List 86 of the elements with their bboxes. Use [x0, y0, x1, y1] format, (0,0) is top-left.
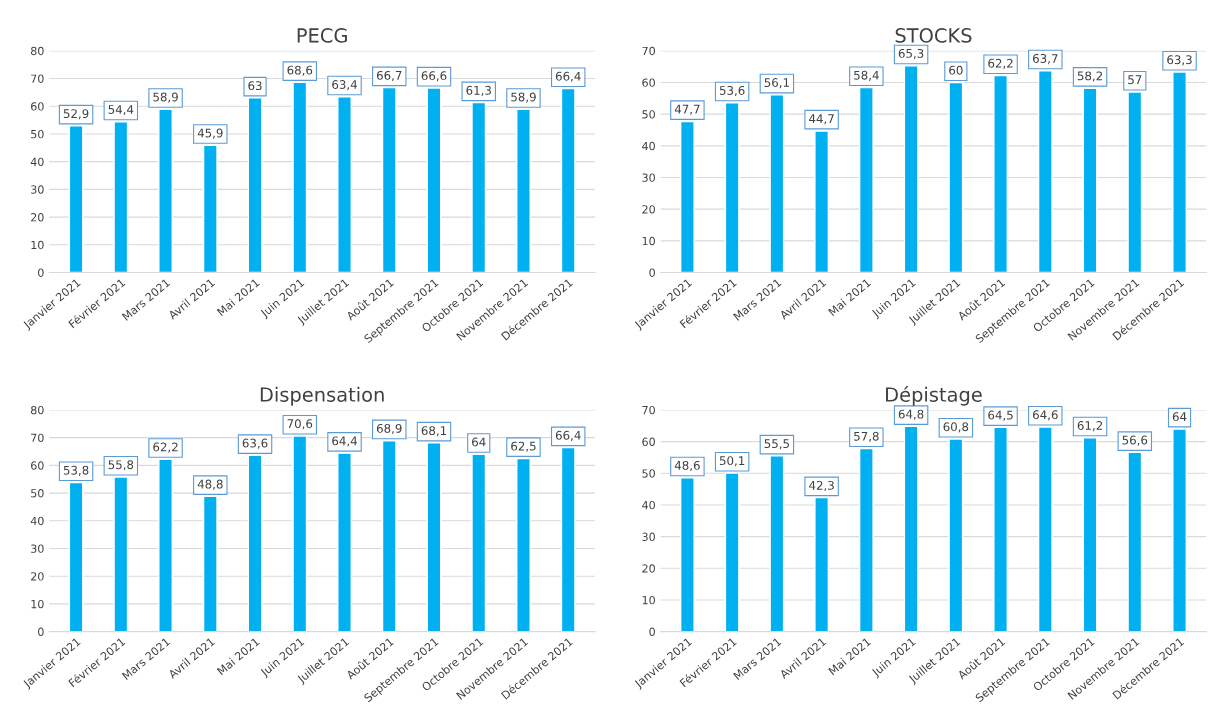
y-tick-label: 40 — [30, 516, 44, 526]
y-tick-label: 30 — [31, 544, 44, 553]
data-label: 64 — [472, 437, 486, 447]
y-tick-label: 80 — [30, 46, 44, 56]
y-tick-label: 60 — [642, 437, 655, 446]
data-label: 66,4 — [555, 71, 581, 82]
data-label: 62,5 — [511, 441, 536, 452]
data-label: 65,3 — [898, 48, 924, 60]
y-tick-label: 10 — [31, 240, 44, 250]
data-label: 61,2 — [1077, 421, 1103, 432]
data-label: 64,8 — [898, 409, 924, 420]
y-tick-label: 50 — [642, 469, 655, 478]
data-label: 58,2 — [1077, 71, 1103, 82]
data-label: 45,9 — [197, 128, 223, 139]
y-tick-label: 50 — [31, 129, 44, 139]
y-tick-label: 70 — [31, 433, 44, 443]
y-tick-label: 0 — [649, 268, 655, 277]
data-label: 64,5 — [988, 410, 1013, 421]
data-label: 57 — [1128, 75, 1142, 85]
y-tick-label: 0 — [649, 627, 655, 636]
y-tick-label: 40 — [642, 500, 655, 510]
data-label: 68,6 — [287, 65, 313, 76]
y-tick-label: 60 — [642, 78, 655, 87]
data-label: 50,1 — [719, 456, 745, 467]
y-tick-label: 20 — [642, 564, 655, 573]
data-label: 63,7 — [1033, 54, 1058, 65]
data-label: 64 — [1172, 412, 1187, 422]
data-label: 60 — [949, 65, 963, 75]
y-tick-label: 0 — [38, 627, 44, 636]
y-tick-label: 40 — [642, 141, 655, 151]
data-label: 60,8 — [943, 422, 969, 433]
data-label: 64,4 — [332, 436, 357, 447]
data-label: 70,6 — [287, 419, 313, 430]
data-label: 63,3 — [1167, 55, 1192, 66]
data-label: 48,6 — [674, 460, 700, 472]
chart-title: Dispensation — [260, 386, 384, 406]
y-tick-label: 50 — [31, 489, 44, 498]
data-label: 66,4 — [555, 430, 581, 441]
data-label: 54,4 — [108, 105, 134, 116]
data-label: 58,9 — [511, 92, 536, 103]
data-label: 66,6 — [421, 71, 447, 82]
data-label: 52,9 — [63, 109, 89, 120]
y-tick-label: 70 — [642, 405, 655, 415]
data-label: 56,6 — [1122, 435, 1148, 446]
data-label: 61,3 — [466, 85, 491, 96]
y-tick-label: 20 — [31, 572, 44, 581]
data-label: 57,8 — [854, 431, 879, 442]
y-tick-label: 10 — [642, 236, 655, 246]
y-tick-label: 60 — [31, 461, 44, 470]
y-tick-label: 70 — [31, 74, 44, 83]
data-label: 56,1 — [764, 78, 789, 89]
y-tick-label: 80 — [30, 405, 44, 415]
data-label: 53,8 — [63, 465, 89, 476]
y-tick-label: 60 — [31, 102, 44, 111]
data-label: 44,7 — [809, 114, 834, 125]
data-label: 55,5 — [764, 439, 789, 450]
data-label: 48,8 — [197, 479, 223, 490]
y-tick-label: 20 — [31, 213, 44, 222]
y-tick-label: 70 — [642, 46, 655, 56]
y-tick-label: 30 — [642, 532, 655, 541]
data-label: 68,9 — [376, 423, 402, 435]
y-tick-label: 10 — [31, 599, 44, 609]
chart-title: Dépistage — [886, 386, 982, 406]
data-label: 53,6 — [719, 85, 745, 97]
data-label: 58,9 — [153, 92, 178, 103]
data-label: 47,7 — [674, 104, 700, 115]
data-label: 42,3 — [809, 480, 834, 492]
data-label: 62,2 — [153, 442, 178, 453]
y-tick-label: 30 — [642, 173, 655, 182]
data-label: 63,6 — [242, 438, 268, 449]
y-tick-label: 10 — [642, 595, 655, 605]
data-label: 64,6 — [1033, 410, 1058, 421]
data-label: 66,7 — [376, 70, 402, 82]
chart-title: PECG — [297, 28, 347, 43]
data-label: 63 — [248, 81, 262, 91]
y-tick-label: 20 — [642, 205, 655, 214]
data-label: 58,4 — [854, 70, 879, 81]
data-label: 68,1 — [421, 426, 447, 437]
chart-title: STOCKS — [895, 28, 972, 43]
y-tick-label: 0 — [38, 268, 44, 277]
y-tick-label: 40 — [30, 157, 44, 167]
data-label: 63,4 — [332, 80, 357, 91]
data-label: 55,8 — [108, 460, 134, 471]
data-label: 62,2 — [988, 58, 1013, 69]
y-tick-label: 30 — [31, 185, 44, 194]
y-tick-label: 50 — [642, 110, 655, 119]
